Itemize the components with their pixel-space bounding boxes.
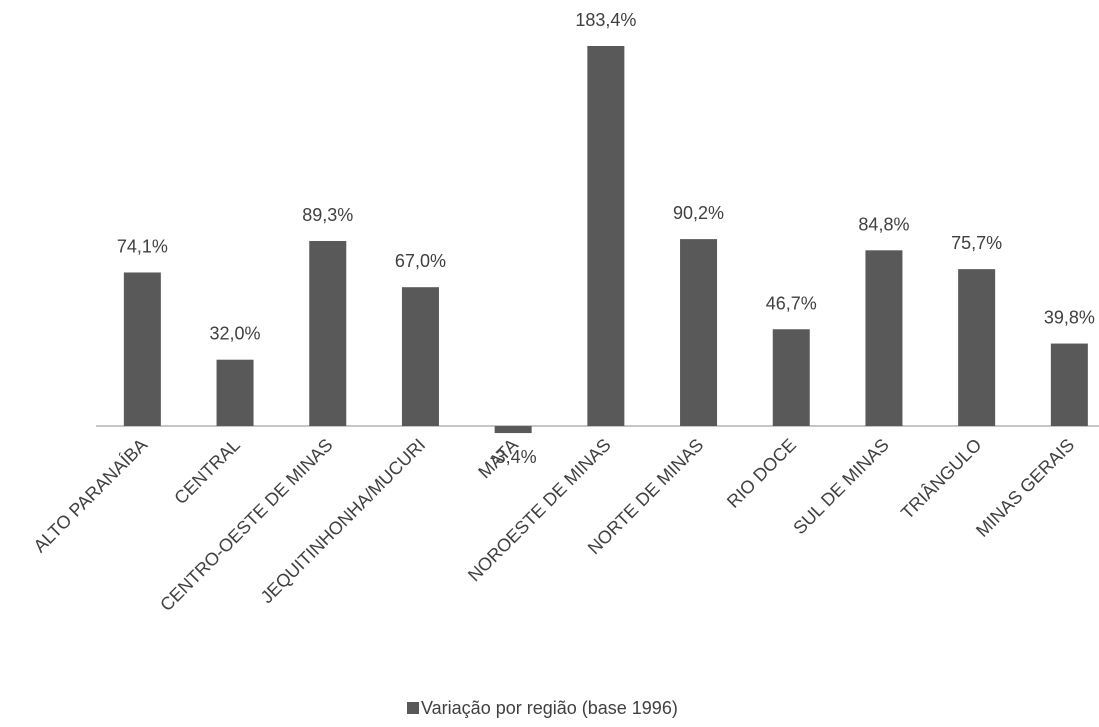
bar xyxy=(772,329,810,427)
value-label: 32,0% xyxy=(210,324,261,344)
bar xyxy=(494,426,532,434)
legend-swatch xyxy=(407,702,419,714)
bar xyxy=(680,239,718,427)
bar xyxy=(401,287,439,427)
value-label: 75,7% xyxy=(951,233,1002,253)
value-label: 46,7% xyxy=(766,293,817,313)
value-label: 90,2% xyxy=(673,203,724,223)
bar xyxy=(958,269,996,427)
legend-label: Variação por região (base 1996) xyxy=(421,698,678,718)
value-label: 39,8% xyxy=(1044,308,1095,328)
bar xyxy=(587,45,625,427)
value-label: 183,4% xyxy=(575,10,636,30)
value-label: 84,8% xyxy=(858,214,909,234)
bar xyxy=(123,272,161,427)
value-label: 74,1% xyxy=(117,236,168,256)
value-label: -3,4% xyxy=(490,447,537,467)
bar xyxy=(865,250,903,427)
bar xyxy=(216,359,254,427)
bar xyxy=(309,240,347,427)
value-label: 89,3% xyxy=(302,205,353,225)
bar xyxy=(1050,343,1088,427)
value-label: 67,0% xyxy=(395,251,446,271)
